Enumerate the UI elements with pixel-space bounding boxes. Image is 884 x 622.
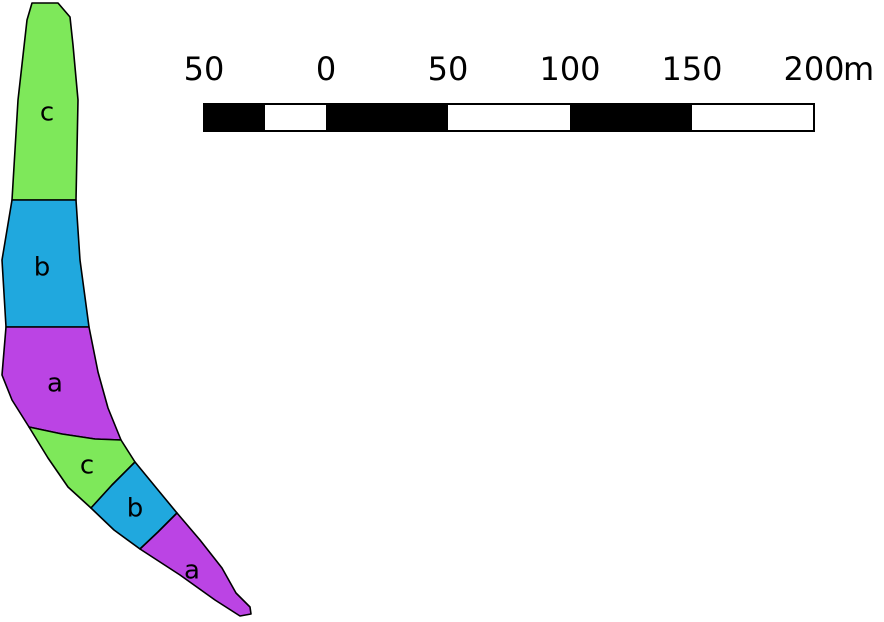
zone-label-a-upper: a xyxy=(47,369,63,399)
scale-segment-dark xyxy=(204,104,265,131)
scale-bar-segments xyxy=(204,104,814,131)
scale-segment-light xyxy=(692,104,814,131)
zone-label-a-lower: a xyxy=(184,556,200,586)
scale-segment-dark xyxy=(326,104,448,131)
scale-unit-label: m xyxy=(843,50,874,88)
scale-tick-label: 50 xyxy=(184,50,225,88)
scale-tick-label: 100 xyxy=(539,50,600,88)
scale-segment-light xyxy=(448,104,570,131)
scale-bar: 50 0 50 100 150 200 m xyxy=(184,50,875,132)
zones-layer xyxy=(1,2,252,617)
zone-label-c-lower: c xyxy=(80,451,94,481)
zone-labels: c b a c b a xyxy=(34,98,200,586)
scale-bar-ticks: 50 0 50 100 150 200 m xyxy=(184,50,875,88)
scale-tick-label: 200 xyxy=(783,50,844,88)
scale-tick-label: 150 xyxy=(661,50,722,88)
scale-tick-label: 50 xyxy=(428,50,469,88)
scale-segment-dark xyxy=(570,104,692,131)
scale-tick-label: 0 xyxy=(316,50,336,88)
zone-label-b-upper: b xyxy=(34,253,51,283)
zone-c-upper[interactable] xyxy=(11,2,79,201)
zone-label-c-upper: c xyxy=(40,98,54,128)
scale-bar-frame xyxy=(203,103,815,132)
zone-label-b-lower: b xyxy=(127,494,144,524)
zone-a-lower[interactable] xyxy=(139,512,252,617)
scale-segment-light xyxy=(265,104,326,131)
